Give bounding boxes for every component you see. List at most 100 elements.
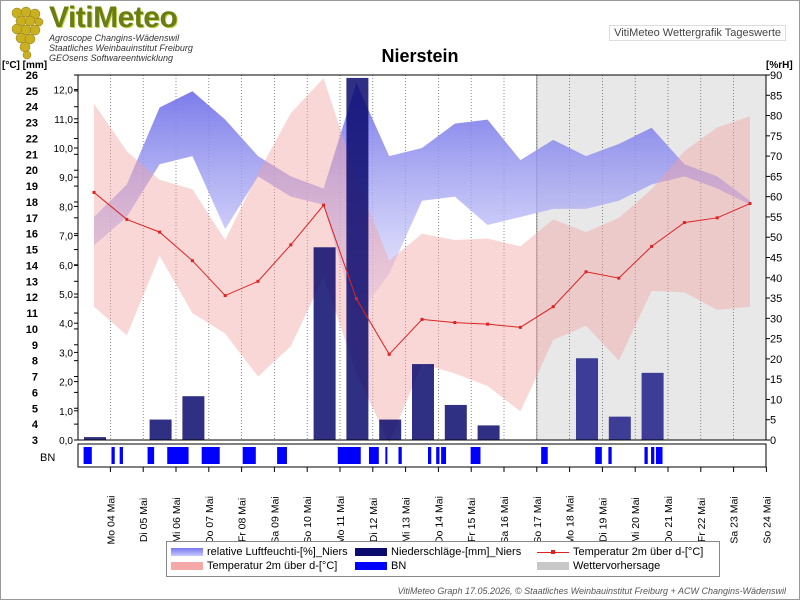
rh-tick-label: 50 bbox=[770, 232, 782, 244]
legend-item: Temperatur 2m über d-[°C] bbox=[537, 546, 703, 558]
legend-item: Wettervorhersage bbox=[537, 560, 660, 572]
precip-tick-label: 11,0 bbox=[54, 115, 73, 126]
precip-tick-label: 10,0 bbox=[54, 144, 74, 155]
rh-tick-label: 90 bbox=[770, 70, 782, 82]
precipitation-bar bbox=[576, 358, 598, 440]
logo-subtitle-1: Agroscope Changins-Wädenswil bbox=[49, 33, 180, 43]
precip-tick-label: 6,0 bbox=[59, 261, 73, 272]
legend-label: BN bbox=[391, 560, 407, 572]
left-axis-unit: [°C] [mm] bbox=[2, 60, 48, 71]
bn-segment bbox=[277, 447, 287, 464]
precipitation-bar bbox=[346, 77, 369, 441]
precip-tick-label: 12,0 bbox=[54, 86, 74, 97]
bn-segment bbox=[111, 447, 115, 464]
temperature-point bbox=[518, 325, 522, 329]
temperature-point bbox=[354, 297, 358, 301]
date-label: Mi 06 Mai bbox=[171, 497, 183, 543]
precip-tick-label: 2,0 bbox=[59, 378, 73, 389]
chart-title: Nierstein bbox=[381, 46, 459, 66]
temperature-point bbox=[650, 244, 654, 248]
rh-tick-label: 5 bbox=[770, 415, 776, 427]
precip-tick-label: 8,0 bbox=[59, 202, 73, 213]
temp-tick-label: 12 bbox=[26, 292, 38, 304]
legend-label: relative Luftfeuchti-[%]_Niers bbox=[207, 546, 348, 558]
date-label: Mo 18 Mai bbox=[565, 495, 577, 544]
rh-tick-label: 0 bbox=[770, 435, 776, 447]
date-label: Fr 15 Mai bbox=[466, 498, 478, 542]
bn-segment bbox=[541, 447, 548, 464]
temperature-point bbox=[387, 352, 391, 356]
rh-tick-label: 25 bbox=[770, 334, 782, 346]
precipitation-bar bbox=[84, 437, 106, 440]
temp-tick-label: 5 bbox=[32, 403, 38, 415]
rh-tick-label: 10 bbox=[770, 394, 782, 406]
temp-tick-label: 8 bbox=[32, 356, 38, 368]
date-label: Fr 22 Mai bbox=[696, 498, 708, 542]
temperature-point bbox=[125, 217, 129, 221]
temp-tick-label: 14 bbox=[26, 260, 39, 272]
date-label: Fr 08 Mai bbox=[237, 498, 249, 542]
temperature-point bbox=[289, 243, 293, 247]
date-label: So 10 Mai bbox=[302, 496, 314, 543]
precip-tick-label: 4,0 bbox=[59, 319, 73, 330]
bn-segment bbox=[119, 447, 123, 464]
temperature-point bbox=[715, 216, 719, 220]
precipitation-bar bbox=[641, 372, 664, 440]
date-label: Sa 16 Mai bbox=[499, 496, 511, 543]
logo-subtitle-2: Staatliches Weinbauinstitut Freiburg bbox=[49, 43, 193, 53]
vitimeteo-logo: VitiMeteo Agroscope Changins-Wädenswil S… bbox=[5, 1, 205, 63]
temperature-point bbox=[748, 202, 752, 206]
rh-tick-label: 65 bbox=[770, 171, 782, 183]
temp-tick-label: 10 bbox=[26, 324, 38, 336]
legend-swatch bbox=[355, 548, 387, 557]
right-axis-unit: [%rH] bbox=[766, 60, 793, 71]
rh-tick-label: 55 bbox=[770, 212, 782, 224]
temp-tick-label: 11 bbox=[26, 308, 38, 320]
bn-segment bbox=[242, 447, 256, 464]
bn-segment bbox=[167, 447, 189, 464]
footer-credit: VitiMeteo Graph 17.05.2026, © Staatliche… bbox=[397, 586, 786, 596]
temperature-point bbox=[158, 230, 162, 234]
temp-tick-label: 17 bbox=[26, 213, 38, 225]
rh-tick-label: 80 bbox=[770, 111, 782, 123]
precip-tick-label: 0,0 bbox=[59, 436, 73, 447]
date-label: Mi 13 Mai bbox=[401, 497, 413, 543]
date-label: Di 19 Mai bbox=[597, 498, 609, 542]
temp-tick-label: 23 bbox=[26, 118, 38, 130]
temp-tick-label: 25 bbox=[26, 86, 38, 98]
bn-segment bbox=[147, 447, 155, 464]
legend-swatch bbox=[537, 562, 569, 571]
rh-tick-label: 60 bbox=[770, 192, 782, 204]
temp-tick-label: 6 bbox=[32, 387, 38, 399]
legend-item: BN bbox=[355, 560, 406, 572]
temperature-point bbox=[486, 322, 490, 326]
legend-swatch bbox=[171, 562, 203, 571]
temp-tick-label: 21 bbox=[26, 149, 38, 161]
grape-icon bbox=[11, 6, 44, 60]
legend-item: Temperatur 2m über d-[°C] bbox=[171, 560, 337, 572]
bn-segment bbox=[644, 447, 648, 464]
legend-label: Temperatur 2m über d-[°C] bbox=[207, 560, 338, 572]
precip-tick-label: 9,0 bbox=[59, 173, 73, 184]
rh-tick-label: 75 bbox=[770, 131, 782, 143]
bn-segment bbox=[428, 447, 432, 464]
bn-segment bbox=[385, 447, 388, 464]
legend-swatch bbox=[355, 562, 387, 571]
precipitation-bar bbox=[412, 364, 434, 440]
temperature-point bbox=[682, 221, 686, 225]
bn-segment bbox=[441, 447, 447, 464]
legend-item: relative Luftfeuchti-[%]_Niers bbox=[171, 546, 348, 558]
precipitation-bar bbox=[608, 416, 631, 440]
bn-segment bbox=[337, 447, 361, 464]
date-label: Do 21 Mai bbox=[663, 496, 675, 544]
precip-tick-label: 3,0 bbox=[59, 348, 73, 359]
legend-swatch bbox=[171, 548, 203, 557]
temp-tick-label: 4 bbox=[32, 419, 39, 431]
temp-tick-label: 20 bbox=[26, 165, 38, 177]
date-label: Mo 11 Mai bbox=[335, 496, 347, 544]
temp-tick-label: 26 bbox=[26, 70, 38, 82]
temp-tick-label: 22 bbox=[26, 133, 38, 145]
bn-segment bbox=[595, 447, 602, 464]
date-label: Do 14 Mai bbox=[433, 496, 445, 544]
